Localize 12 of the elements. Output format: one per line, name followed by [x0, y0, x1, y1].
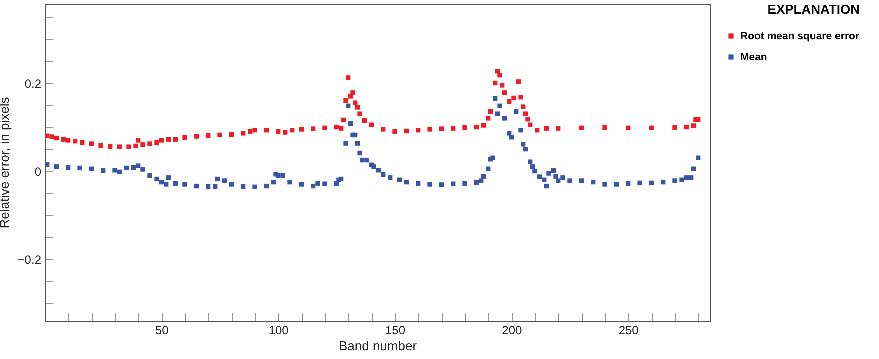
legend-title: EXPLANATION — [768, 2, 860, 17]
x-tick-label: 50 — [155, 324, 170, 338]
x-tick-label: 100 — [268, 324, 290, 338]
x-tick-label: 200 — [502, 324, 522, 338]
x-tick-label: 250 — [618, 324, 640, 338]
legend-label: Root mean square error — [740, 30, 860, 42]
legend-label: Mean — [740, 51, 768, 64]
y-tick-label: 0.2 — [24, 76, 42, 91]
y-tick-label: −0.2 — [18, 252, 42, 267]
x-axis-title: Band number — [338, 338, 418, 354]
y-tick-label: 0 — [34, 164, 42, 179]
x-tick-label: 150 — [385, 324, 406, 338]
